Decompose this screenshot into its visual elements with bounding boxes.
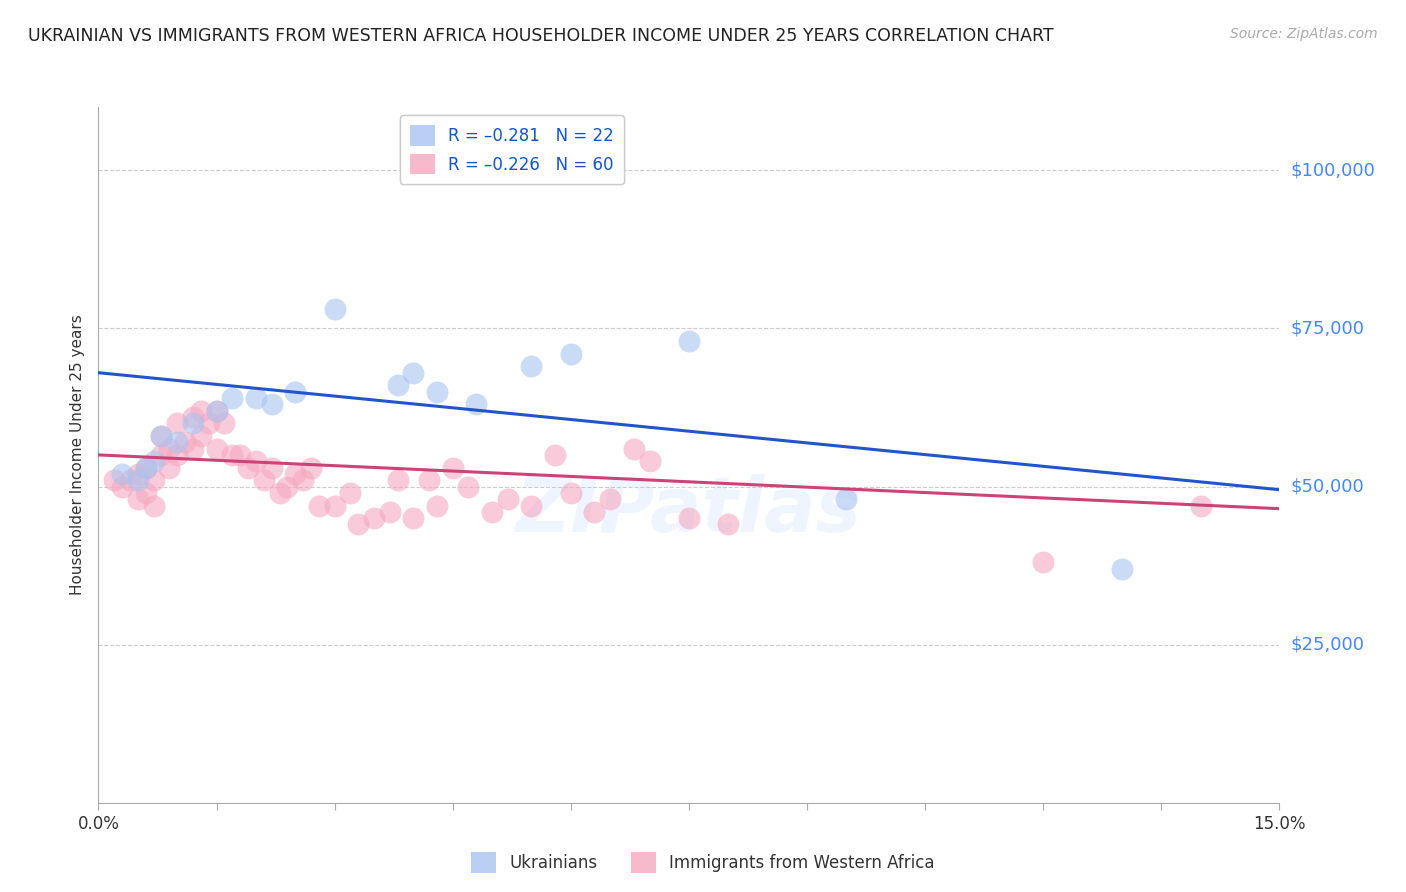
Point: [284, 384, 307, 399]
Point: [127, 492, 149, 507]
Point: [1189, 499, 1212, 513]
Point: [520, 359, 543, 374]
Point: [253, 473, 276, 487]
Point: [142, 499, 165, 513]
Point: [387, 378, 409, 392]
Point: [678, 334, 700, 348]
Point: [560, 486, 582, 500]
Point: [426, 499, 449, 513]
Point: [678, 511, 700, 525]
Point: [520, 499, 543, 513]
Point: [150, 429, 173, 443]
Point: [197, 417, 219, 431]
Point: [166, 417, 188, 431]
Legend: Ukrainians, Immigrants from Western Africa: Ukrainians, Immigrants from Western Afri…: [464, 846, 942, 880]
Point: [260, 397, 283, 411]
Text: $100,000: $100,000: [1291, 161, 1375, 179]
Point: [638, 454, 661, 468]
Point: [174, 435, 197, 450]
Point: [284, 467, 307, 481]
Point: [166, 448, 188, 462]
Point: [150, 448, 173, 462]
Point: [623, 442, 645, 456]
Point: [181, 442, 204, 456]
Point: [236, 460, 259, 475]
Point: [245, 391, 267, 405]
Point: [378, 505, 401, 519]
Point: [481, 505, 503, 519]
Point: [111, 467, 134, 481]
Text: Source: ZipAtlas.com: Source: ZipAtlas.com: [1230, 27, 1378, 41]
Point: [496, 492, 519, 507]
Point: [599, 492, 621, 507]
Point: [127, 473, 149, 487]
Text: $25,000: $25,000: [1291, 636, 1365, 654]
Point: [127, 467, 149, 481]
Text: $75,000: $75,000: [1291, 319, 1365, 337]
Point: [323, 302, 346, 317]
Point: [426, 384, 449, 399]
Point: [103, 473, 125, 487]
Point: [308, 499, 330, 513]
Point: [347, 517, 370, 532]
Point: [339, 486, 361, 500]
Point: [560, 347, 582, 361]
Point: [181, 417, 204, 431]
Point: [583, 505, 606, 519]
Text: $50,000: $50,000: [1291, 477, 1364, 496]
Text: ZIPatlas: ZIPatlas: [516, 474, 862, 548]
Point: [276, 479, 298, 493]
Point: [402, 366, 425, 380]
Point: [150, 429, 173, 443]
Point: [142, 454, 165, 468]
Legend: R = –0.281   N = 22, R = –0.226   N = 60: R = –0.281 N = 22, R = –0.226 N = 60: [399, 115, 624, 185]
Point: [717, 517, 740, 532]
Point: [245, 454, 267, 468]
Point: [457, 479, 479, 493]
Point: [135, 486, 157, 500]
Point: [205, 403, 228, 417]
Point: [142, 473, 165, 487]
Point: [157, 460, 180, 475]
Point: [835, 492, 858, 507]
Point: [441, 460, 464, 475]
Point: [544, 448, 567, 462]
Point: [465, 397, 488, 411]
Point: [387, 473, 409, 487]
Point: [221, 391, 243, 405]
Text: UKRAINIAN VS IMMIGRANTS FROM WESTERN AFRICA HOUSEHOLDER INCOME UNDER 25 YEARS CO: UKRAINIAN VS IMMIGRANTS FROM WESTERN AFR…: [28, 27, 1053, 45]
Point: [1032, 556, 1054, 570]
Y-axis label: Householder Income Under 25 years: Householder Income Under 25 years: [69, 315, 84, 595]
Point: [181, 409, 204, 424]
Point: [111, 479, 134, 493]
Point: [323, 499, 346, 513]
Point: [157, 442, 180, 456]
Point: [363, 511, 385, 525]
Point: [205, 442, 228, 456]
Point: [1111, 562, 1133, 576]
Point: [292, 473, 315, 487]
Point: [260, 460, 283, 475]
Point: [418, 473, 440, 487]
Point: [166, 435, 188, 450]
Point: [190, 429, 212, 443]
Point: [135, 460, 157, 475]
Point: [402, 511, 425, 525]
Point: [221, 448, 243, 462]
Point: [190, 403, 212, 417]
Point: [118, 473, 141, 487]
Point: [135, 460, 157, 475]
Point: [299, 460, 322, 475]
Point: [214, 417, 236, 431]
Point: [205, 403, 228, 417]
Point: [269, 486, 291, 500]
Point: [229, 448, 252, 462]
